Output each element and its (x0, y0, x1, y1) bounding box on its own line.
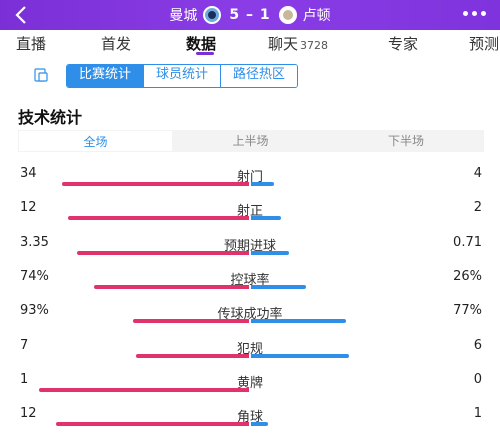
active-tab-indicator (196, 52, 214, 55)
chat-count: 3728 (300, 39, 329, 52)
back-arrow-icon (15, 6, 26, 24)
match-score: 5 – 1 (229, 7, 271, 23)
segment-heat-zones[interactable]: 路径热区 (220, 65, 298, 87)
stat-away-value: 4 (473, 166, 482, 181)
document-icon[interactable] (34, 68, 48, 82)
stat-row: 34 射门 4 (0, 166, 500, 194)
home-team-name: 曼城 (169, 8, 198, 24)
stat-label: 射门 (236, 170, 263, 185)
stat-row: 12 射正 2 (0, 200, 500, 228)
stat-away-bar (251, 319, 346, 324)
stat-label: 传球成功率 (217, 307, 283, 323)
tab-lineup[interactable]: 首发 (101, 35, 132, 53)
section-title: 技术统计 (18, 108, 83, 127)
stat-label: 黄牌 (236, 375, 263, 391)
stats-segment-row: 比赛统计 球员统计 路径热区 (0, 60, 500, 90)
stat-label: 控球率 (230, 272, 270, 288)
stat-away-bar (251, 216, 281, 221)
period-tab-full[interactable]: 全场 (18, 130, 173, 152)
stat-away-value: 6 (473, 337, 482, 353)
segment-control: 比赛统计 球员统计 路径热区 (66, 64, 299, 88)
stat-home-bar (68, 216, 249, 221)
stat-row: 1 黄牌 0 (0, 372, 500, 400)
stat-away-value: 2 (473, 200, 482, 216)
stat-home-bar (39, 387, 249, 392)
stat-row: 12 角球 1 (0, 406, 500, 434)
stat-home-bar (133, 319, 249, 324)
stat-label: 预期进球 (223, 238, 276, 254)
tab-prediction[interactable]: 预测 (469, 35, 500, 53)
stat-away-value: 26% (453, 268, 482, 284)
stat-away-bar (251, 422, 268, 427)
stat-away-bar (251, 182, 274, 186)
stat-away-value: 77% (453, 303, 482, 319)
more-options-icon[interactable] (463, 11, 486, 16)
stat-away-bar (251, 284, 306, 289)
stat-home-value: 3.35 (20, 234, 49, 250)
tab-data[interactable]: 数据 (186, 35, 217, 53)
segment-match-stats[interactable]: 比赛统计 (67, 65, 144, 87)
stat-home-value: 12 (20, 200, 37, 216)
stat-away-value: 0.71 (453, 234, 482, 250)
back-button[interactable] (12, 4, 32, 26)
stat-home-value: 74% (20, 268, 49, 284)
tab-expert[interactable]: 专家 (388, 35, 419, 53)
period-tab-first-half[interactable]: 上半场 (232, 134, 269, 148)
period-tabs: 全场 上半场 下半场 (18, 130, 484, 152)
stat-home-bar (56, 422, 249, 427)
stat-away-value: 0 (473, 371, 482, 387)
segment-player-stats[interactable]: 球员统计 (143, 65, 221, 87)
period-tab-second-half[interactable]: 下半场 (387, 134, 424, 148)
match-header: 曼城 5 – 1 卢顿 (0, 0, 500, 30)
stat-home-bar (62, 182, 249, 186)
stat-row: 7 犯规 6 (0, 338, 500, 366)
match-nav-tabs: 直播 首发 数据 聊天 3728 专家 预测 (0, 30, 500, 56)
stat-home-value: 7 (20, 337, 29, 353)
stat-home-value: 93% (20, 303, 49, 319)
stat-row: 74% 控球率 26% (0, 269, 500, 297)
tab-chat[interactable]: 聊天 3728 (268, 35, 329, 53)
stat-row: 93% 传球成功率 77% (0, 303, 500, 331)
home-team-crest-icon (203, 6, 222, 24)
tab-live[interactable]: 直播 (16, 35, 47, 53)
stat-home-value: 1 (20, 371, 29, 387)
stat-row: 3.35 预期进球 0.71 (0, 235, 500, 263)
scoreline: 曼城 5 – 1 卢顿 (0, 0, 500, 30)
away-team-crest-icon (278, 6, 297, 24)
stat-label: 犯规 (236, 341, 263, 357)
stat-home-value: 12 (20, 406, 37, 422)
stat-label: 角球 (236, 410, 263, 426)
stat-away-value: 1 (473, 406, 482, 422)
stat-home-bar (94, 284, 249, 289)
stat-away-bar (251, 353, 349, 358)
stat-home-bar (77, 250, 249, 255)
stat-label: 射正 (236, 204, 263, 220)
stat-home-bar (136, 353, 249, 358)
stat-away-bar (251, 250, 289, 255)
away-team-name: 卢顿 (302, 8, 331, 24)
stat-home-value: 34 (20, 166, 37, 181)
